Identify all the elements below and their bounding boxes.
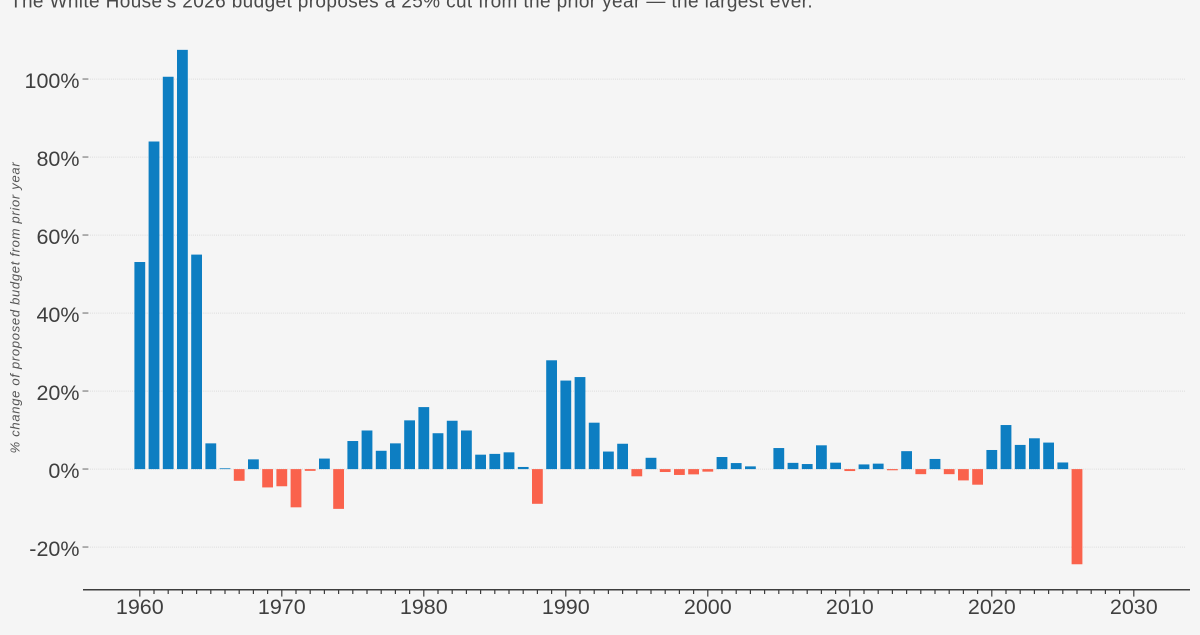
svg-text:40%: 40% <box>36 303 79 327</box>
svg-text:0%: 0% <box>48 459 79 483</box>
svg-text:2030: 2030 <box>1110 595 1158 619</box>
svg-text:20%: 20% <box>36 381 79 405</box>
svg-text:2010: 2010 <box>826 595 874 619</box>
svg-text:1970: 1970 <box>258 595 306 619</box>
svg-text:-20%: -20% <box>29 537 79 561</box>
svg-text:2020: 2020 <box>968 595 1016 619</box>
svg-text:1960: 1960 <box>116 595 164 619</box>
svg-text:1990: 1990 <box>542 595 590 619</box>
svg-text:1980: 1980 <box>400 595 448 619</box>
svg-text:2000: 2000 <box>684 595 732 619</box>
svg-text:60%: 60% <box>36 225 79 249</box>
svg-text:80%: 80% <box>36 147 79 171</box>
svg-text:100%: 100% <box>25 69 80 93</box>
svg-text:% change of proposed budget fr: % change of proposed budget from prior y… <box>8 162 23 454</box>
svg-text:The White House’s 2026 budget: The White House’s 2026 budget proposes a… <box>10 0 813 13</box>
